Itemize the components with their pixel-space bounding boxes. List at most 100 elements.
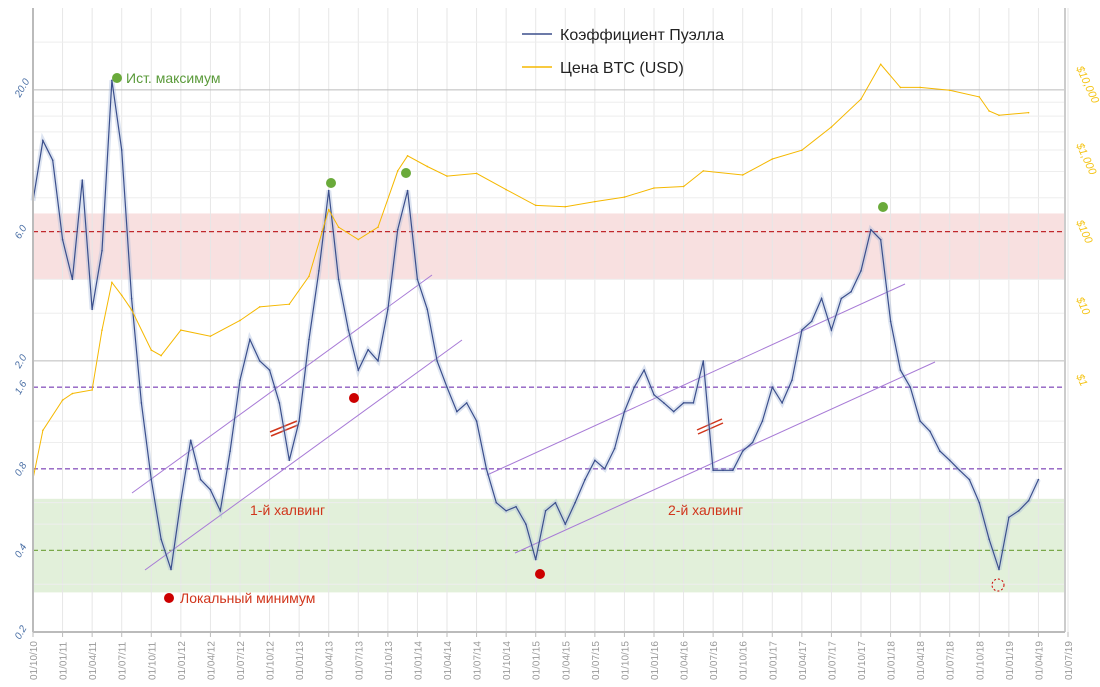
puell-point bbox=[682, 402, 685, 404]
puell-point bbox=[929, 430, 931, 433]
price-point bbox=[978, 96, 981, 98]
puell-point bbox=[485, 468, 488, 470]
y-right-tick-label: $10 bbox=[1073, 294, 1092, 317]
puell-point bbox=[584, 478, 586, 481]
channel-line bbox=[486, 283, 906, 476]
puell-point bbox=[781, 402, 783, 404]
band-green bbox=[33, 498, 1065, 593]
x-tick-label: 01/07/14 bbox=[473, 641, 484, 680]
puell-point bbox=[1017, 509, 1020, 512]
puell-point bbox=[42, 139, 44, 142]
price-point bbox=[860, 98, 862, 100]
puell-point bbox=[91, 308, 93, 311]
puell-point bbox=[475, 420, 478, 422]
x-tick-label: 01/01/17 bbox=[768, 641, 779, 680]
x-tick-label: 01/01/18 bbox=[887, 641, 898, 680]
peak-marker bbox=[326, 178, 336, 188]
puell-point bbox=[860, 270, 862, 272]
puell-point bbox=[672, 410, 675, 413]
puell-point bbox=[515, 505, 517, 508]
puell-point bbox=[357, 369, 360, 371]
bottom-marker bbox=[535, 569, 545, 579]
price-point bbox=[771, 158, 774, 160]
peak-marker bbox=[878, 202, 888, 212]
x-tick-label: 01/10/13 bbox=[384, 641, 395, 680]
puell-point bbox=[288, 459, 291, 462]
puell-point bbox=[534, 558, 537, 561]
puell-point bbox=[1008, 516, 1010, 519]
bottom-marker bbox=[164, 593, 174, 603]
x-tick-label: 01/04/16 bbox=[680, 641, 691, 680]
x-tick-label: 01/10/17 bbox=[857, 641, 868, 680]
legend-price: Цена BTC (USD) bbox=[560, 60, 684, 77]
puell-point bbox=[268, 369, 271, 371]
break-mark bbox=[697, 422, 724, 435]
price-point bbox=[120, 294, 123, 297]
price-point bbox=[534, 204, 537, 207]
price-point bbox=[130, 309, 133, 311]
y-left-tick-label: 1.6 bbox=[13, 379, 30, 397]
puell-point bbox=[416, 278, 419, 281]
price-point bbox=[505, 188, 507, 191]
puell-point bbox=[623, 410, 626, 413]
x-tick-label: 01/01/12 bbox=[177, 641, 188, 680]
x-tick-label: 01/04/13 bbox=[325, 641, 336, 680]
puell-point bbox=[111, 79, 113, 82]
x-tick-label: 01/04/11 bbox=[88, 641, 99, 680]
puell-point bbox=[367, 348, 369, 351]
puell-point bbox=[71, 278, 74, 281]
puell-point bbox=[387, 308, 389, 311]
price-point bbox=[91, 389, 93, 391]
puell-point bbox=[574, 501, 576, 504]
price-point bbox=[475, 172, 478, 175]
price-point bbox=[623, 196, 626, 198]
y-right-tick-label: $100 bbox=[1073, 217, 1095, 246]
puell-point bbox=[61, 238, 64, 241]
puell-point bbox=[544, 509, 547, 512]
x-tick-label: 01/07/17 bbox=[827, 641, 838, 680]
puell-point bbox=[850, 290, 852, 293]
puell-point bbox=[249, 338, 251, 341]
peak-marker bbox=[112, 73, 122, 83]
price-point bbox=[337, 226, 340, 229]
puell-point bbox=[456, 410, 458, 413]
halving2-label: 2-й халвинг bbox=[668, 502, 743, 518]
price-point bbox=[111, 281, 113, 284]
price-point bbox=[879, 63, 882, 66]
puell-point bbox=[199, 478, 202, 481]
puell-point bbox=[446, 386, 448, 389]
puell-point bbox=[377, 360, 379, 362]
price-point bbox=[741, 174, 744, 176]
price-point bbox=[446, 175, 448, 177]
price-point bbox=[377, 226, 379, 229]
x-tick-label: 01/01/14 bbox=[413, 641, 424, 680]
puell-point bbox=[160, 538, 162, 540]
price-point bbox=[150, 349, 153, 351]
puell-point bbox=[1037, 478, 1040, 481]
price-point bbox=[101, 329, 103, 331]
puell-point bbox=[554, 501, 557, 504]
y-right-tick-label: $1,000 bbox=[1073, 140, 1099, 177]
y-right-tick-label: $1 bbox=[1073, 371, 1089, 388]
price-point bbox=[988, 110, 990, 112]
y-left-tick-label: 0.2 bbox=[13, 624, 30, 642]
price-point bbox=[653, 187, 655, 189]
puell-point bbox=[791, 379, 793, 381]
x-tick-label: 01/04/12 bbox=[206, 641, 217, 680]
legend: Коэффициент Пуэлла Цена BTC (USD) bbox=[522, 27, 724, 77]
puell-point bbox=[318, 270, 320, 272]
x-tick-label: 01/10/18 bbox=[975, 641, 986, 680]
x-tick-label: 01/04/15 bbox=[561, 641, 572, 680]
price-point bbox=[998, 114, 1000, 117]
puell-point bbox=[909, 386, 912, 389]
halving1-label: 1-й халвинг bbox=[250, 502, 325, 518]
price-point bbox=[564, 205, 567, 208]
puell-point bbox=[347, 329, 350, 331]
x-tick-label: 01/07/13 bbox=[354, 641, 365, 680]
puell-point bbox=[603, 468, 606, 470]
price-point bbox=[899, 86, 902, 89]
x-tick-label: 01/10/16 bbox=[739, 641, 750, 680]
puell-point bbox=[919, 420, 921, 422]
puell-point bbox=[988, 538, 990, 540]
peak-marker bbox=[401, 168, 411, 178]
